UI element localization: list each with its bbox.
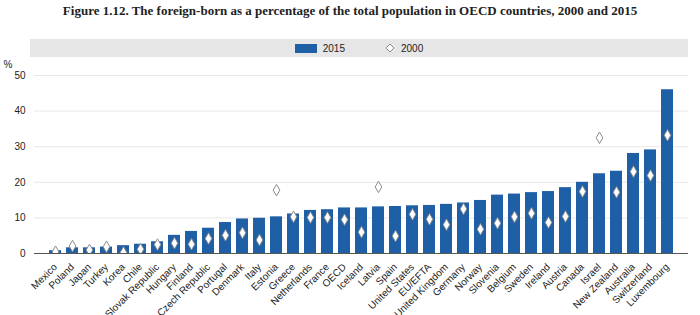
- svg-text:10: 10: [14, 212, 26, 223]
- svg-text:%: %: [4, 59, 13, 70]
- svg-text:Netherlands: Netherlands: [268, 261, 315, 308]
- svg-text:Austria: Austria: [539, 261, 570, 291]
- svg-text:Australia: Australia: [601, 261, 638, 297]
- html-text:2000: 2000: [401, 42, 424, 54]
- svg-text:OECD: OECD: [320, 261, 349, 290]
- svg-text:20: 20: [14, 177, 26, 188]
- svg-text:Spain: Spain: [373, 261, 400, 288]
- svg-text:30: 30: [14, 141, 26, 152]
- html-text:Figure 1.12. The foreign-born: Figure 1.12. The foreign-born as a perce…: [62, 3, 638, 18]
- svg-text:Denmark: Denmark: [210, 261, 247, 298]
- svg-text:EU/EFTA: EU/EFTA: [396, 261, 434, 299]
- svg-text:Korea: Korea: [100, 261, 128, 288]
- svg-text:Mexico: Mexico: [29, 261, 60, 292]
- svg-text:Slovenia: Slovenia: [466, 261, 502, 297]
- svg-text:Poland: Poland: [46, 261, 77, 291]
- svg-text:Portugal: Portugal: [195, 261, 230, 296]
- svg-text:Turkey: Turkey: [81, 261, 111, 291]
- svg-text:Finland: Finland: [164, 261, 196, 293]
- svg-text:Canada: Canada: [553, 261, 587, 294]
- svg-text:40: 40: [14, 105, 26, 116]
- svg-text:0: 0: [20, 248, 26, 259]
- svg-text:Switzerland: Switzerland: [609, 261, 655, 306]
- svg-text:Ireland: Ireland: [522, 261, 553, 291]
- svg-text:France: France: [301, 261, 332, 291]
- svg-text:Chile: Chile: [120, 261, 145, 286]
- svg-text:New Zealand: New Zealand: [570, 261, 621, 311]
- svg-text:Italy: Italy: [242, 261, 264, 282]
- svg-text:Latvia: Latvia: [355, 261, 383, 288]
- svg-text:Israel: Israel: [578, 261, 604, 287]
- svg-text:Norway: Norway: [452, 261, 485, 293]
- svg-text:Luxembourg: Luxembourg: [624, 261, 671, 308]
- svg-text:Estonia: Estonia: [248, 261, 281, 293]
- svg-text:Iceland: Iceland: [334, 261, 366, 292]
- svg-text:Japan: Japan: [66, 261, 94, 289]
- svg-text:Belgium: Belgium: [484, 261, 519, 295]
- svg-text:United States: United States: [365, 261, 417, 312]
- svg-text:Hungary: Hungary: [143, 261, 179, 296]
- svg-text:Greece: Greece: [266, 261, 298, 293]
- svg-text:50: 50: [14, 70, 26, 81]
- svg-text:Germany: Germany: [430, 261, 468, 299]
- svg-text:Sweden: Sweden: [501, 261, 536, 295]
- html-text:2015: 2015: [322, 42, 345, 54]
